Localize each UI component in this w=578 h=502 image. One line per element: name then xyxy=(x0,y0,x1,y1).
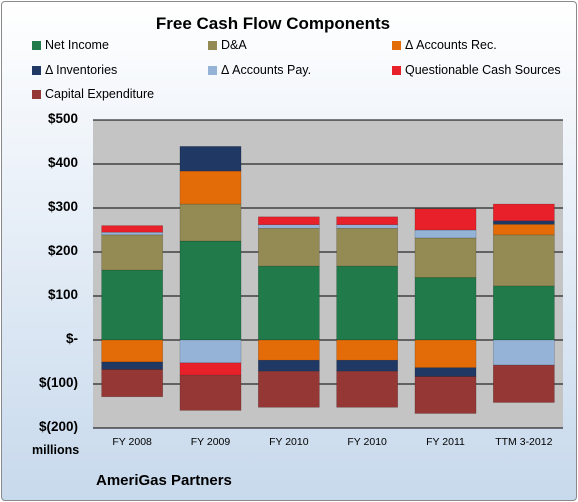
legend-label: Questionable Cash Sources xyxy=(405,63,561,77)
bar-segment xyxy=(257,359,320,372)
bar-segment xyxy=(101,369,164,398)
bar-segment xyxy=(257,216,320,226)
bar-segment xyxy=(179,374,242,411)
y-tick-label: $(200) xyxy=(38,419,78,434)
bar-segment xyxy=(101,361,164,370)
y-tick-label: $200 xyxy=(47,243,78,258)
legend-swatch xyxy=(32,89,41,99)
bar-segment xyxy=(257,227,320,267)
x-tick-label: FY 2010 xyxy=(269,436,309,448)
bar-segment xyxy=(414,208,477,231)
legend-swatch xyxy=(32,40,41,50)
bar-segment xyxy=(257,265,320,341)
plot-background xyxy=(93,120,563,428)
bar-segment xyxy=(492,220,555,225)
bar-segment xyxy=(336,227,399,267)
legend-swatch xyxy=(208,65,217,75)
bar-segment xyxy=(492,285,555,341)
bar-segment xyxy=(414,339,477,369)
legend-label: D&A xyxy=(221,38,247,52)
legend-label: Δ Accounts Rec. xyxy=(405,38,497,52)
bar-segment xyxy=(414,277,477,341)
bar-segment xyxy=(179,240,242,341)
y-tick-label: $300 xyxy=(47,199,78,214)
bar-segment xyxy=(336,216,399,226)
legend-swatch xyxy=(392,40,401,50)
legend-swatch xyxy=(32,65,41,75)
legend-entry-da: D&A xyxy=(208,38,247,52)
x-tick-label: FY 2009 xyxy=(190,436,231,448)
bar-segment xyxy=(414,376,477,414)
legend-label: Net Income xyxy=(45,38,109,52)
bar-segment xyxy=(336,265,399,341)
bar-segment xyxy=(179,339,242,364)
legend-entry-questionable-cash: Questionable Cash Sources xyxy=(392,63,561,77)
legend-entry-capex: Capital Expenditure xyxy=(32,87,154,101)
bar-segment xyxy=(336,370,399,408)
company-name: AmeriGas Partners xyxy=(96,472,232,489)
legend-label: Δ Accounts Pay. xyxy=(221,63,312,77)
bar-segment xyxy=(101,225,164,233)
y-tick-label: $100 xyxy=(47,287,78,302)
legend-label: Δ Inventories xyxy=(45,63,118,77)
bar-segment xyxy=(336,339,399,361)
chart-title: Free Cash Flow Components xyxy=(155,14,391,33)
bar-segment xyxy=(336,359,399,372)
y-tick-label: $400 xyxy=(47,155,78,170)
bar-segment xyxy=(101,231,164,236)
bar-segment xyxy=(414,367,477,377)
bar-segment xyxy=(492,223,555,236)
bar-segment xyxy=(492,234,555,287)
bar-segment xyxy=(257,224,320,229)
chart-legend: Net Income D&A Δ Accounts Rec. Δ Invento… xyxy=(0,0,578,110)
legend-entry-inventories: Δ Inventories xyxy=(32,63,117,77)
legend-entry-accounts-pay: Δ Accounts Pay. xyxy=(208,63,311,77)
bar-segment xyxy=(179,146,242,172)
x-tick-label: FY 2008 xyxy=(112,436,152,448)
x-tick-label: FY 2011 xyxy=(426,436,465,448)
units-label: millions xyxy=(32,443,80,457)
x-tick-label: FY 2010 xyxy=(347,436,387,448)
bar-segment xyxy=(101,234,164,271)
bar-segment xyxy=(257,339,320,361)
legend-entry-net-income: Net Income xyxy=(32,38,109,52)
legend-entry-accounts-rec: Δ Accounts Rec. xyxy=(392,38,497,52)
y-tick-label: $500 xyxy=(47,111,78,126)
x-tick-label: TTM 3-2012 xyxy=(495,436,553,448)
y-tick-label: $(100) xyxy=(38,375,78,390)
legend-label: Capital Expenditure xyxy=(45,87,155,101)
legend-swatch xyxy=(208,40,217,50)
bar-segment xyxy=(492,364,555,403)
y-tick-label: $- xyxy=(65,331,78,346)
bar-segment xyxy=(492,203,555,222)
bar-segment xyxy=(179,170,242,205)
bar-segment xyxy=(257,370,320,408)
bar-segment xyxy=(179,362,242,376)
bar-segment xyxy=(414,237,477,278)
bar-segment xyxy=(336,224,399,229)
legend-swatch xyxy=(392,65,401,75)
bar-segment xyxy=(179,203,242,242)
bar-segment xyxy=(101,339,164,363)
bar-segment xyxy=(492,339,555,366)
bar-segment xyxy=(414,229,477,239)
bar-segment xyxy=(101,269,164,341)
